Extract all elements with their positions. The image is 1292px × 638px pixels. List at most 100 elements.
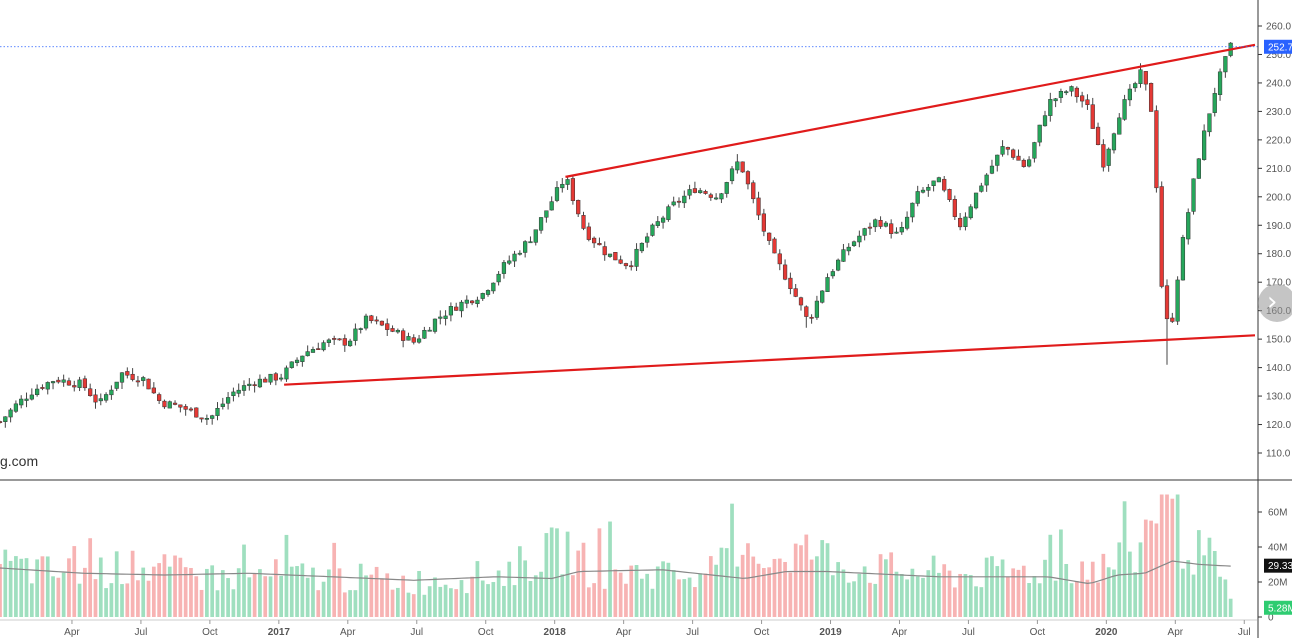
volume-bar [793,543,798,617]
volume-bar [968,575,973,617]
volume-bar [321,581,326,617]
volume-bar [650,588,655,617]
candle-up [204,418,209,420]
price-tick-label: 120.0 [1266,420,1291,431]
volume-bar [799,545,803,617]
volume-bar [703,573,708,617]
candle-up [862,228,867,236]
volume-bar [369,574,374,617]
candle-up [300,355,305,362]
candle-up [549,201,554,211]
volume-bar [921,577,925,617]
volume-bar [1165,494,1169,617]
volume-bar [878,554,883,617]
candle-up [257,378,263,388]
candle-up [459,301,464,312]
candle-down [332,338,337,340]
price-tick-label: 210.0 [1266,164,1291,175]
candle-up [846,246,851,252]
volume-bar [1006,576,1010,617]
volume-bar [841,569,846,617]
volume-bar [358,563,363,617]
volume-bar [602,588,607,617]
volume-bar [332,542,337,617]
candle-down [263,378,268,383]
volume-bar [1027,583,1031,617]
candle-down [1154,110,1159,189]
volume-bar [337,568,342,617]
candle-up [427,329,432,332]
volume-bar [35,559,39,617]
candle-down [809,316,814,319]
volume-bar [29,583,34,617]
chevron-right-icon[interactable]: › [1258,284,1292,322]
candle-up [650,224,655,236]
volume-bar [549,527,554,617]
candle-down [469,300,475,304]
volume-bar [300,563,305,617]
candle-up [857,235,862,243]
volume-bar [3,549,8,617]
volume-tick-label: 40M [1268,543,1287,554]
price-tick-label: 110.0 [1266,449,1291,460]
volume-bar [327,569,331,617]
volume-bar [480,580,485,617]
price-tick-label: 180.0 [1266,249,1291,260]
price-tick-label: 200.0 [1266,192,1291,203]
time-tick-label: Jul [135,627,148,638]
candle-up [931,180,936,186]
candle-up [363,315,369,329]
candle-down [1143,71,1148,85]
volume-bar [88,538,93,617]
candle-up [236,389,241,394]
volume-bar [868,582,872,617]
volume-bar [894,571,899,617]
candle-up [406,336,411,341]
candle-up [501,262,507,274]
candle-down [751,182,756,200]
volume-bar [1212,550,1217,617]
candle-up [141,377,146,381]
candle-up [1175,279,1180,322]
candle-up [103,394,109,401]
candle-up [1037,124,1042,143]
volume-bar [597,528,602,617]
candle-down [199,417,204,420]
volume-bar [952,587,957,617]
volume-bar [14,556,18,617]
candle-up [544,210,549,218]
candle-up [836,259,841,271]
candle-up [220,403,225,407]
volume-bar [486,584,490,617]
volume-bar [385,573,390,617]
time-tick-label: Apr [64,627,80,638]
volume-bar [194,576,199,617]
candle-up [538,217,544,231]
time-tick-label: 2020 [1095,627,1118,638]
candle-down [777,253,782,265]
volume-bar [454,589,459,617]
volume-bar [693,587,697,617]
candle-down [82,378,87,389]
volume-bar [639,578,644,617]
volume-bar [825,543,830,617]
volume-bar [666,562,671,617]
last-volume-badge: 5.28M [1264,600,1292,615]
candle-down [958,217,963,228]
candle-down [676,200,682,203]
volume-bar [279,575,284,617]
volume-bar [1191,574,1196,617]
volume-ma-badge: 29.33 [1264,558,1292,573]
volume-pane [0,494,1233,617]
candle-up [607,253,613,257]
volume-bar [422,594,427,617]
volume-bar [730,503,734,617]
volume-bar [645,573,650,617]
volume-bar [767,567,772,617]
candle-down [1170,317,1175,322]
tick-labels: 110.0120.0130.0140.0150.0160.0170.0180.0… [64,22,1291,638]
time-tick-label: Jul [962,627,975,638]
candle-down [1095,126,1101,146]
volume-bar [740,554,745,617]
volume-bar [464,593,469,617]
